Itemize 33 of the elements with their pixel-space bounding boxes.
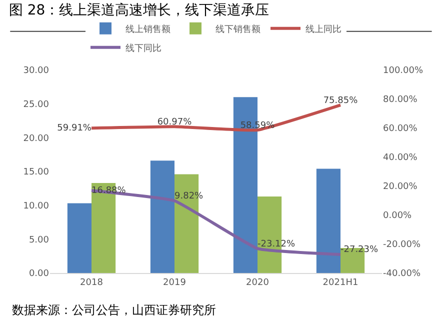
y-tick-label: 10.00 — [23, 201, 50, 212]
data-label: 58.59% — [240, 120, 276, 131]
legend-label: 线下销售额 — [216, 24, 260, 35]
y-tick-label: 25.00 — [23, 100, 50, 110]
legend-label: 线上同比 — [306, 24, 342, 35]
y2-tick-label: 80.00% — [383, 95, 418, 106]
data-label: 59.91% — [57, 123, 92, 134]
bar — [316, 168, 340, 273]
y2-tick-label: 40.00% — [383, 153, 418, 164]
x-tick-label: 2021H1 — [322, 278, 358, 288]
y2-tick-label: 60.00% — [383, 124, 418, 134]
x-tick-label: 2019 — [163, 278, 186, 288]
x-tick-label: 2020 — [246, 278, 270, 288]
bar — [150, 160, 174, 273]
chart-title: 图 28：线上渠道高速增长，线下渠道承压 — [8, 2, 270, 19]
y-tick-label: 30.00 — [23, 66, 50, 76]
x-tick-label: 2018 — [80, 278, 104, 288]
y-tick-label: 0.00 — [28, 269, 50, 280]
y2-tick-label: 100.00% — [383, 66, 424, 76]
data-label: 60.97% — [157, 117, 192, 128]
bar — [67, 203, 92, 273]
line-series — [90, 104, 342, 132]
source-note: 数据来源：公司公告，山西证券研究所 — [12, 303, 216, 317]
legend-label: 线下同比 — [126, 42, 162, 54]
y2-tick-label: -40.00% — [383, 269, 422, 280]
y-tick-label: 20.00 — [23, 134, 50, 144]
y-tick-label: 15.00 — [23, 168, 50, 178]
y-tick-label: 5.00 — [28, 235, 50, 246]
y2-tick-label: -20.00% — [383, 240, 422, 250]
legend-label: 线上销售额 — [126, 24, 170, 35]
y2-tick-label: 20.00% — [383, 182, 418, 192]
data-label: 75.85% — [323, 96, 358, 106]
y2-tick-label: 0.00% — [383, 211, 412, 222]
